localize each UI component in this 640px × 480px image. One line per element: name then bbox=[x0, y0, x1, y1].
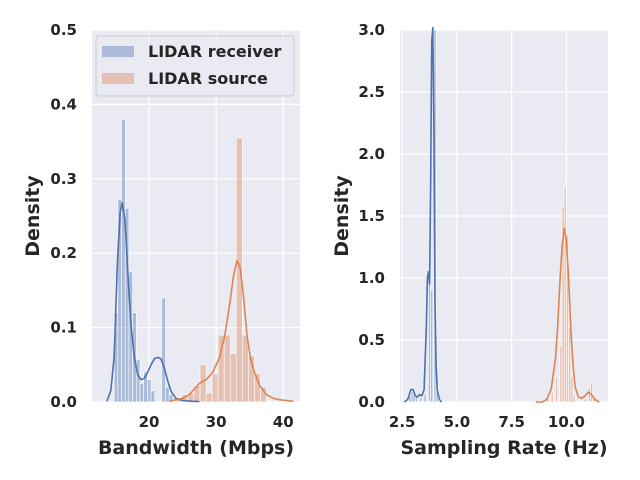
bandwidth-y-tick-label: 0.0 bbox=[50, 393, 77, 411]
bandwidth-x-axis-label: Bandwidth (Mbps) bbox=[98, 437, 294, 459]
bandwidth-bar-lidar-receiver bbox=[161, 297, 166, 403]
sampling-rate-bar-lidar-source bbox=[566, 234, 569, 403]
bandwidth-bar-lidar-receiver bbox=[139, 383, 144, 403]
bandwidth-subplot: 20 30 40 0.0 0.1 0.2 0.3 0.4 0.5 Bandwidth (Mbp… bbox=[22, 21, 300, 459]
legend-swatch-lidar-source bbox=[102, 73, 134, 84]
legend-box bbox=[95, 35, 295, 97]
legend: LIDAR receiver LIDAR source bbox=[95, 35, 295, 97]
sampling-rate-x-tick-label: 7.5 bbox=[498, 413, 525, 431]
bandwidth-y-ticks: 0.0 0.1 0.2 0.3 0.4 0.5 bbox=[50, 21, 77, 411]
legend-label-lidar-receiver: LIDAR receiver bbox=[148, 42, 282, 61]
sampling-rate-x-tick-label: 5.0 bbox=[444, 413, 471, 431]
sampling-rate-bar-lidar-receiver bbox=[423, 394, 427, 403]
bandwidth-x-tick-label: 40 bbox=[273, 413, 294, 431]
sampling-rate-kde-line-lidar-source bbox=[535, 227, 600, 403]
bandwidth-bar-lidar-receiver bbox=[135, 359, 141, 403]
bandwidth-bar-lidar-source bbox=[235, 137, 243, 403]
bandwidth-y-tick-label: 0.3 bbox=[50, 170, 77, 188]
sampling-rate-y-tick-label: 2.5 bbox=[358, 83, 385, 101]
bandwidth-bar-lidar-receiver bbox=[121, 118, 126, 403]
sampling-rate-y-tick-label: 0.5 bbox=[358, 331, 385, 349]
sampling-rate-bar-lidar-source bbox=[550, 391, 554, 403]
legend-swatch-lidar-receiver bbox=[102, 46, 134, 57]
sampling-rate-y-tick-label: 2.0 bbox=[358, 145, 385, 163]
bandwidth-x-ticks: 20 30 40 bbox=[139, 413, 294, 431]
sampling-rate-bar-lidar-receiver bbox=[428, 267, 431, 403]
bandwidth-y-tick-label: 0.4 bbox=[50, 95, 77, 113]
sampling-rate-bar-lidar-source bbox=[572, 395, 576, 403]
sampling-rate-x-tick-label: 10.0 bbox=[548, 413, 585, 431]
sampling-rate-bar-lidar-source bbox=[563, 187, 567, 403]
bandwidth-y-tick-label: 0.2 bbox=[50, 244, 77, 262]
sampling-rate-y-tick-label: 1.5 bbox=[358, 207, 385, 225]
bandwidth-bar-lidar-receiver bbox=[165, 386, 170, 403]
bandwidth-kde-line-lidar-source bbox=[169, 259, 294, 403]
sampling-rate-bar-lidar-source bbox=[559, 345, 563, 403]
bandwidth-kde-line-lidar-receiver bbox=[106, 201, 200, 403]
bandwidth-bar-lidar-source bbox=[241, 334, 249, 403]
sampling-rate-x-ticks: 2.5 5.0 7.5 10.0 bbox=[389, 413, 585, 431]
bandwidth-kde-lines bbox=[106, 201, 294, 403]
bandwidth-bar-lidar-receiver bbox=[168, 394, 174, 403]
sampling-rate-y-tick-label: 0.0 bbox=[358, 393, 385, 411]
sampling-rate-bar-lidar-source bbox=[570, 376, 574, 403]
sampling-rate-bar-lidar-source bbox=[583, 397, 587, 403]
sampling-rate-x-axis-label: Sampling Rate (Hz) bbox=[400, 437, 607, 459]
bandwidth-bar-lidar-source bbox=[211, 373, 219, 403]
sampling-rate-bar-lidar-receiver bbox=[430, 290, 434, 403]
sampling-rate-bar-lidar-source bbox=[568, 327, 572, 403]
bandwidth-bar-lidar-receiver bbox=[147, 379, 152, 403]
sampling-rate-x-tick-label: 2.5 bbox=[389, 413, 416, 431]
sampling-rate-kde-line-lidar-receiver bbox=[403, 26, 443, 403]
sampling-rate-bar-lidar-source bbox=[555, 376, 558, 403]
bandwidth-x-tick-label: 30 bbox=[206, 413, 227, 431]
sampling-rate-bar-lidar-receiver bbox=[419, 396, 423, 403]
bandwidth-bar-lidar-source bbox=[229, 353, 237, 403]
bandwidth-bar-lidar-receiver bbox=[150, 390, 156, 403]
sampling-rate-y-tick-label: 1.0 bbox=[358, 269, 385, 287]
bandwidth-y-axis-label: Density bbox=[22, 175, 44, 257]
bandwidth-bar-lidar-source bbox=[205, 392, 213, 403]
sampling-rate-y-tick-label: 3.0 bbox=[358, 21, 385, 39]
sampling-rate-y-ticks: 0.0 0.5 1.0 1.5 2.0 2.5 3.0 bbox=[358, 21, 385, 411]
sampling-rate-subplot: 2.5 5.0 7.5 10.0 0.0 0.5 1.0 1.5 2.0 2.5 3.0 Samp… bbox=[331, 21, 608, 459]
sampling-rate-kde-lines bbox=[403, 26, 600, 403]
bandwidth-y-tick-label: 0.5 bbox=[50, 21, 77, 39]
sampling-rate-bar-lidar-source bbox=[590, 383, 593, 403]
bandwidth-y-tick-label: 0.1 bbox=[50, 319, 77, 337]
sampling-rate-bar-lidar-source bbox=[587, 386, 591, 403]
bandwidth-bar-lidar-source bbox=[223, 334, 231, 403]
sampling-rate-y-axis-label: Density bbox=[331, 175, 353, 257]
bandwidth-x-tick-label: 20 bbox=[139, 413, 160, 431]
sampling-rate-bar-lidar-receiver bbox=[410, 391, 414, 403]
legend-label-lidar-source: LIDAR source bbox=[148, 69, 268, 88]
